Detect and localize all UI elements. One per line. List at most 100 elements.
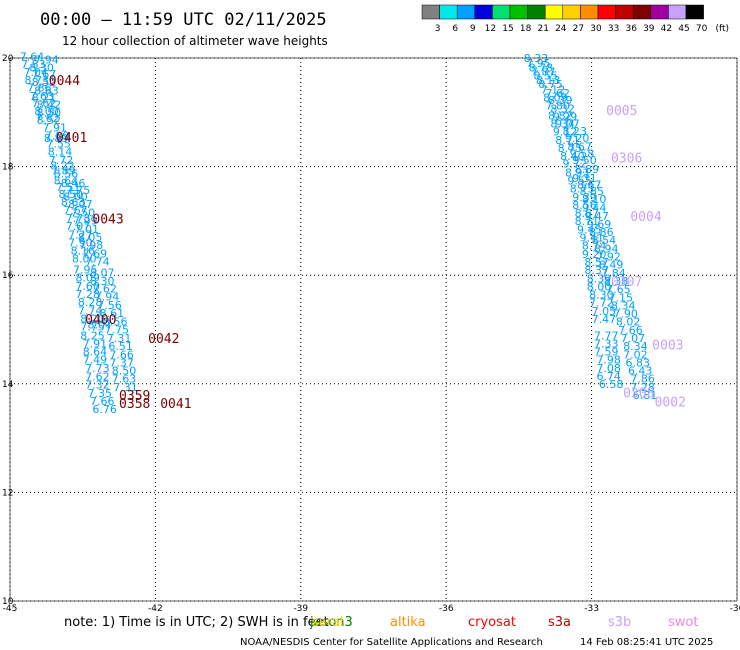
wave-height-label: 7.83 (21, 58, 45, 71)
wave-height-label: 7.65 (606, 283, 631, 296)
wave-height-label: 8.10 (582, 193, 607, 206)
x-tick-label: -30 (730, 604, 740, 614)
wave-height-label: 7.84 (601, 267, 626, 280)
pass-time-label: 0401 (56, 131, 87, 146)
wave-height-label: 9.50 (572, 154, 597, 167)
wave-height-label: 7.50 (71, 207, 96, 220)
wave-height-label: 9.41 (579, 232, 604, 245)
footer-note: note: 1) Time is in UTC; 2) SWH is in fe… (64, 615, 329, 630)
wave-height-label: 7.99 (73, 215, 98, 228)
legend-swatch (509, 4, 528, 20)
wave-height-label: 7.28 (630, 381, 655, 394)
wave-height-label: 8.71 (575, 215, 600, 228)
wave-height-label: 9.31 (572, 172, 597, 185)
mission-label-saral: saral (312, 615, 344, 630)
wave-height-label: 7.64 (20, 51, 45, 64)
footer-credit: NOAA/NESDIS Center for Satellite Applica… (240, 637, 543, 648)
legend-swatch (615, 4, 634, 20)
legend-swatch (421, 4, 440, 20)
wave-height-label: 8.71 (555, 134, 580, 147)
wave-height-label: 8.52 (37, 114, 62, 127)
y-tick-label: 16 (2, 271, 14, 281)
wave-height-label: 7.69 (83, 247, 108, 260)
wave-height-label: 7.56 (97, 299, 122, 312)
wave-height-label: 8.54 (592, 234, 617, 247)
wave-height-label: 8.25 (80, 329, 105, 342)
wave-height-label: 6.74 (596, 370, 621, 383)
wave-height-label: 8.07 (88, 318, 113, 331)
wave-height-label: 7.31 (107, 332, 132, 345)
wave-height-label: 8.57 (584, 256, 609, 269)
wave-height-label: 6.76 (92, 403, 117, 416)
wave-height-label: 7.66 (109, 348, 133, 361)
x-tick-label: -33 (584, 604, 599, 614)
y-tick-label: 14 (2, 380, 14, 390)
wave-height-label: 7.63 (29, 90, 53, 103)
y-tick-label: 12 (2, 488, 13, 498)
wave-height-label: 8.89 (44, 132, 69, 145)
legend-swatch (650, 4, 669, 20)
wave-height-label: 8.67 (567, 140, 592, 153)
wave-height-label: 7.72 (589, 297, 614, 310)
wave-height-label: 8.34 (550, 118, 575, 131)
wave-height-label: 7.67 (63, 204, 88, 217)
wave-height-label: 9.47 (584, 210, 609, 223)
wave-height-label: 8.00 (72, 253, 97, 266)
wave-height-label: 8.39 (548, 94, 573, 107)
wave-height-label: 8.39 (587, 272, 612, 285)
pass-time-label: 0004 (630, 210, 661, 225)
wave-height-label: 8.89 (575, 163, 600, 176)
wave-height-label: 7.62 (85, 371, 110, 384)
legend-unit: (ft) (715, 24, 729, 34)
mission-label-cryosat: cryosat (468, 615, 516, 630)
wave-height-label: 7.73 (85, 362, 110, 375)
wave-height-label: 8.20 (80, 312, 105, 325)
wave-height-label: 7.32 (85, 379, 110, 392)
legend-label: 18 (520, 24, 532, 34)
wave-height-label: 8.14 (48, 146, 73, 159)
wave-height-label: 7.33 (594, 337, 619, 350)
x-tick-label: -36 (439, 604, 454, 614)
wave-height-label: 7.63 (112, 373, 137, 386)
mission-label-jason3: jason3 (309, 615, 353, 630)
wave-height-label: 7.94 (34, 53, 59, 66)
legend-swatch (632, 4, 652, 20)
wave-height-label: 7.75 (105, 323, 130, 336)
wave-height-label: 7.94 (95, 291, 120, 304)
wave-height-label: 7.90 (613, 308, 638, 321)
wave-height-label: 6.83 (626, 356, 651, 369)
wave-height-label: 8.50 (58, 188, 83, 201)
wave-height-label: 8.93 (565, 166, 590, 179)
wave-height-label: 8.00 (63, 190, 88, 203)
x-tick-label: -39 (293, 604, 308, 614)
y-tick-label: 10 (2, 597, 14, 607)
wave-height-label: 8.49 (599, 259, 624, 272)
x-tick-label: -42 (148, 604, 163, 614)
wave-height-label: 7.74 (78, 304, 103, 317)
wave-height-label: 7.73 (66, 212, 91, 225)
wave-height-label: 9.39 (572, 191, 597, 204)
wave-height-label: 7.47 (592, 313, 617, 326)
chart-subtitle: 12 hour collection of altimeter wave hei… (62, 34, 328, 48)
wave-height-label: 9.58 (570, 147, 595, 160)
wave-height-label: 8.38 (604, 275, 629, 288)
legend-swatch (562, 4, 581, 20)
wave-height-label: 7.90 (68, 236, 93, 249)
pass-time-label: 0043 (92, 213, 123, 228)
legend-label: 45 (678, 24, 689, 34)
y-tick-label: 20 (2, 54, 14, 64)
legend-swatch (527, 4, 546, 20)
wave-height-label: 8.55 (533, 70, 558, 83)
wave-height-label: 7.67 (32, 68, 56, 81)
wave-height-label: 7.75 (66, 184, 91, 197)
wave-height-label: 9.55 (567, 175, 592, 188)
wave-height-label: 8.63 (61, 196, 86, 209)
legend-swatch (544, 4, 564, 20)
wave-height-label: 7.35 (88, 387, 113, 400)
wave-height-label: 8.21 (32, 91, 56, 104)
wave-height-label: 8.73 (25, 74, 50, 87)
wave-height-label: 8.37 (584, 264, 609, 277)
mission-label-altika: altika (390, 615, 426, 630)
wave-height-label: 8.50 (112, 365, 137, 378)
